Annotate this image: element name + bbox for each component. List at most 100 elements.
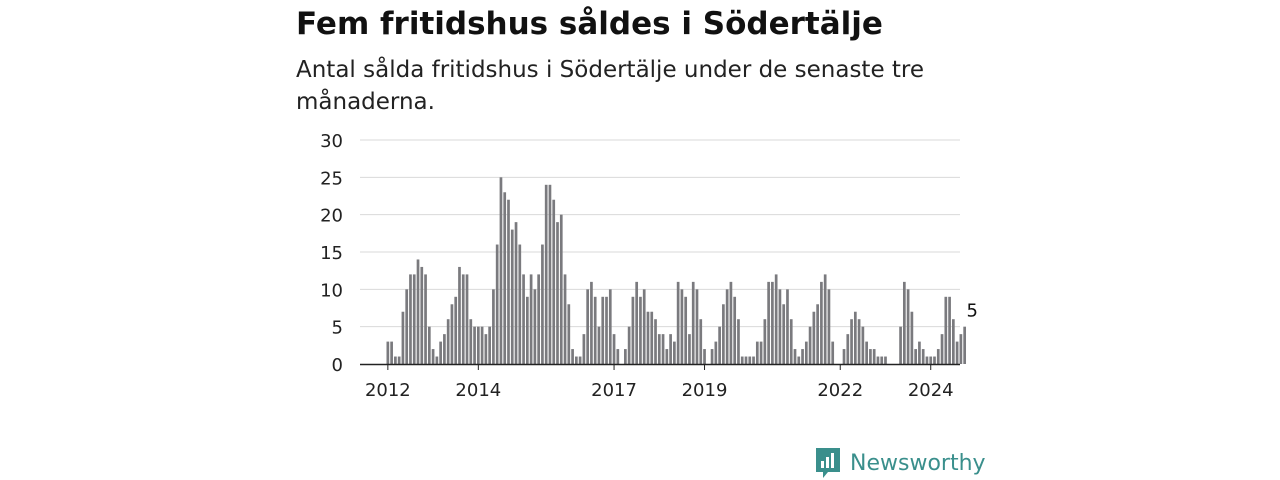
bar	[646, 311, 650, 364]
bar	[853, 311, 857, 364]
bar	[861, 326, 865, 364]
bar	[552, 199, 556, 364]
bar	[476, 326, 480, 364]
brand-name: Newsworthy	[850, 450, 986, 476]
bar	[759, 341, 763, 364]
bar	[910, 311, 914, 364]
bar	[469, 319, 473, 364]
bar	[612, 334, 616, 364]
bar	[842, 349, 846, 364]
bar	[771, 281, 774, 364]
bar	[439, 341, 442, 364]
bar	[789, 319, 793, 364]
bar	[804, 341, 808, 364]
bar	[737, 319, 740, 364]
chart-subtitle: Antal sålda fritidshus i Södertälje unde…	[296, 57, 925, 115]
bar	[635, 281, 639, 364]
bar	[827, 289, 831, 364]
bar	[729, 281, 733, 364]
bar	[458, 266, 461, 364]
bar	[902, 281, 906, 364]
y-tick-label: 25	[320, 168, 343, 189]
bar	[831, 341, 835, 364]
bar	[963, 326, 967, 364]
bar	[869, 349, 872, 364]
bar	[431, 349, 435, 364]
y-tick-label: 20	[320, 206, 343, 227]
bar	[405, 289, 409, 364]
bar	[744, 356, 748, 364]
bar	[673, 341, 676, 364]
bar	[488, 326, 491, 364]
bar	[650, 311, 654, 364]
bar	[571, 349, 574, 364]
bar	[586, 289, 590, 364]
bar	[661, 334, 665, 364]
bar	[778, 289, 782, 364]
bar	[797, 356, 801, 364]
bars	[386, 177, 967, 364]
bar	[725, 289, 729, 364]
bar	[740, 356, 744, 364]
bar	[816, 304, 819, 364]
bar	[420, 266, 424, 364]
x-tick-label: 2022	[817, 380, 863, 401]
bar	[424, 274, 427, 364]
bar	[608, 289, 612, 364]
bar	[514, 222, 518, 364]
bar	[850, 319, 853, 364]
bar	[495, 244, 499, 364]
bar	[940, 334, 944, 364]
bar	[548, 184, 552, 364]
bar	[443, 334, 446, 364]
bar	[503, 192, 507, 364]
bar	[597, 326, 601, 364]
bar	[812, 311, 816, 364]
x-tick-label: 2019	[682, 380, 728, 401]
y-axis-ticks: 0 5 10 15 20 25 30	[320, 131, 343, 376]
bar	[933, 356, 936, 364]
bar	[616, 349, 620, 364]
bar	[748, 356, 752, 364]
bar	[624, 349, 627, 364]
bar	[929, 356, 933, 364]
bar	[541, 244, 544, 364]
bar	[525, 296, 529, 364]
bar	[654, 319, 657, 364]
bar	[601, 296, 605, 364]
bar	[427, 326, 431, 364]
bar	[639, 296, 642, 364]
bar	[774, 274, 778, 364]
bar	[703, 349, 706, 364]
bar	[575, 356, 578, 364]
bar	[755, 341, 759, 364]
bar	[484, 334, 488, 364]
bar	[605, 296, 608, 364]
bar	[665, 349, 669, 364]
bar	[952, 319, 955, 364]
bar	[914, 349, 917, 364]
bar	[684, 296, 688, 364]
bar	[416, 259, 420, 364]
bar	[454, 296, 458, 364]
bar	[537, 274, 540, 364]
bar	[480, 326, 484, 364]
gridlines	[360, 139, 960, 328]
y-tick-label: 10	[320, 280, 343, 301]
y-tick-label: 5	[332, 318, 343, 339]
bar	[752, 356, 755, 364]
bar	[872, 349, 876, 364]
bar	[394, 356, 397, 364]
bar	[567, 304, 571, 364]
bar	[688, 334, 691, 364]
bar	[944, 296, 948, 364]
highlight-value-label: 5	[966, 301, 977, 322]
bar	[446, 319, 450, 364]
bar	[820, 281, 823, 364]
bar	[450, 304, 454, 364]
bar	[593, 296, 597, 364]
bar	[710, 349, 714, 364]
bar	[507, 199, 510, 364]
bar	[409, 274, 412, 364]
bar	[948, 296, 951, 364]
